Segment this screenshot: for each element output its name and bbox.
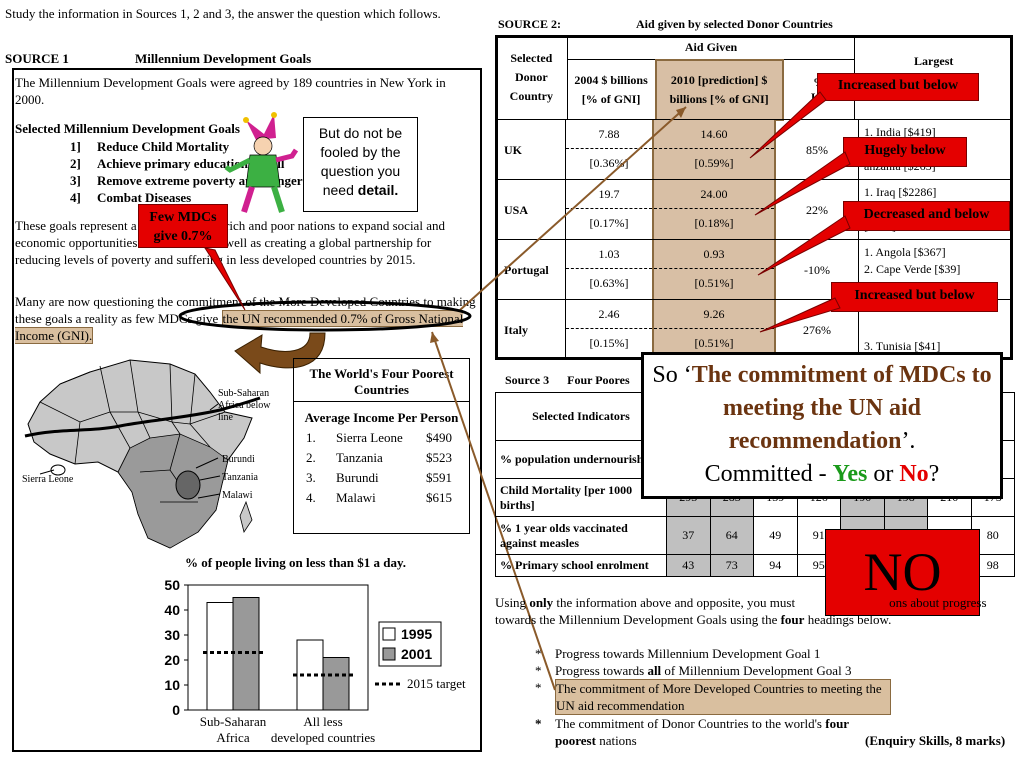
map-label-burundi: Burundi [222, 454, 255, 465]
goals-heading: Selected Millennium Development Goals [15, 121, 240, 136]
col-2004: 2004 $ billions [% of GNI] [566, 59, 657, 120]
table-row: 3. Burundi $591 [306, 470, 452, 485]
gni-2004: [0.17%] [566, 208, 652, 237]
y-tick-label: 50 [164, 577, 180, 593]
table-row: 4. Malawi $615 [306, 490, 452, 505]
poorest-title: The World's Four Poorest Countries [294, 359, 469, 402]
aid-2010: 9.26 [703, 307, 725, 321]
gni-2010: [0.18%] [654, 208, 774, 237]
bar [322, 657, 350, 711]
map-label-ssa-2: Africa below [218, 400, 271, 411]
africa-map: Sub-Saharan Africa below line Burundi Ta… [22, 359, 271, 549]
y-tick-label: 40 [164, 602, 180, 618]
goal-item: 1] Reduce Child Mortality [70, 139, 230, 154]
legend-label: 2001 [401, 646, 432, 662]
list-item: * The commitment of More Developed Countr… [535, 679, 891, 715]
aid-2010: 14.60 [700, 127, 728, 141]
aid-2004: 2.46 [598, 307, 620, 321]
poorest-subtitle: Average Income Per Person [304, 410, 459, 425]
legend-label: 1995 [401, 626, 432, 642]
intro-text: Study the information in Sources 1, 2 an… [5, 6, 441, 21]
callout-italy: Increased but below [831, 282, 998, 312]
col-aid-given: Aid Given [566, 35, 856, 60]
col-2010: 2010 [prediction] $ billions [% of GNI] [654, 58, 784, 121]
gni-2004: [0.15%] [566, 328, 652, 357]
callout-usa: Hugely below [843, 137, 967, 167]
country-cell: USA [495, 180, 566, 240]
list-item: * Progress towards Millennium Development… [535, 646, 821, 661]
legend-target-label: 2015 target [407, 676, 466, 691]
gni-2004: [0.36%] [566, 148, 652, 177]
aid-2010: 0.93 [703, 247, 725, 261]
source1-para1: The Millennium Development Goals were ag… [15, 75, 446, 107]
country-cell: Portugal [495, 240, 566, 300]
poorest-countries-box: The World's Four Poorest Countries Avera… [293, 358, 470, 534]
largest-recipients: 1. Angola [$367] 2. Cape Verde [$39] [864, 245, 961, 276]
aid-2010: 24.00 [700, 187, 728, 201]
no-label: No [899, 461, 929, 487]
callout-uk: Increased but below [817, 73, 979, 101]
aid-2004: 7.88 [598, 127, 620, 141]
table-row: 1. Sierra Leone $490 [306, 430, 452, 445]
no-verdict: NO [825, 529, 980, 616]
col-donor: Selected Donor Country [495, 35, 568, 120]
y-tick-label: 0 [172, 702, 180, 718]
note-box: But do not be fooled by the question you… [303, 117, 418, 212]
callout-portugal: Decreased and below [843, 201, 1010, 231]
source3-heading: Source 3 Four Poores [505, 373, 630, 387]
gni-2010: [0.59%] [654, 148, 774, 177]
source1-title: Millennium Development Goals [135, 51, 312, 66]
y-tick-label: 10 [164, 677, 180, 693]
gni-2010: [0.51%] [654, 268, 774, 297]
source2-heading: SOURCE 2: Aid given by selected Donor Cou… [498, 17, 833, 31]
jester-clipart [224, 112, 299, 213]
x-tick-label: All less [303, 714, 342, 729]
aid-2004: 1.03 [598, 247, 620, 261]
goal-item: 4] Combat Diseases [70, 190, 192, 205]
conclusion-box: So ‘The commitment of MDCs to meeting th… [641, 352, 1003, 499]
list-item: * The commitment of Donor Countries to th… [535, 716, 849, 748]
gni-2004: [0.63%] [566, 268, 652, 297]
legend-swatch [382, 647, 396, 661]
map-label-ssa-3: line [218, 412, 234, 423]
source1-para3: These goals represent a commitment by ri… [15, 218, 445, 267]
country-cell: UK [495, 120, 566, 180]
list-item: * Progress towards all of Millennium Deve… [535, 663, 852, 678]
source1-heading: SOURCE 1 Millennium Development Goals [5, 51, 311, 67]
marks-label: (Enquiry Skills, 8 marks) [865, 733, 1006, 748]
largest-recipients: 3. Tunisia [$41] [864, 339, 941, 353]
y-tick-label: 20 [164, 652, 180, 668]
map-label-tanzania: Tanzania [222, 472, 259, 483]
question-bullets: * Progress towards Millennium Development… [535, 645, 891, 749]
map-label-sierra-leone: Sierra Leone [22, 474, 74, 485]
gni-2010: [0.51%] [654, 328, 774, 357]
y-tick-label: 30 [164, 627, 180, 643]
table-row: 2. Tanzania $523 [306, 450, 452, 465]
map-label-malawi: Malawi [222, 490, 253, 501]
conclusion-quote: The commitment of MDCs to meeting the UN… [691, 362, 992, 454]
bar [206, 602, 234, 711]
country-cell: Italy [495, 300, 566, 360]
source1-label: SOURCE 1 [5, 51, 69, 66]
x-tick-label: Sub-Saharan [200, 714, 267, 729]
poorest-table: 1. Sierra Leone $490 2. Tanzania $523 3. Buru… [302, 428, 456, 508]
question-text: Using only the information above and opp… [495, 595, 987, 627]
yes-label: Yes [832, 461, 868, 487]
curved-arrow-icon [234, 332, 326, 375]
legend-swatch [382, 627, 396, 641]
x-tick-label: Africa [216, 730, 249, 745]
callout-few-mdcs: Few MDCs give 0.7% [138, 204, 228, 248]
map-label-ssa-1: Sub-Saharan [218, 388, 269, 399]
x-tick-label: developed countries [271, 730, 375, 745]
aid-2004: 19.7 [598, 187, 620, 201]
col-indicators: Selected Indicators [495, 392, 667, 441]
chart-title: % of people living on less than $1 a day… [185, 555, 407, 570]
